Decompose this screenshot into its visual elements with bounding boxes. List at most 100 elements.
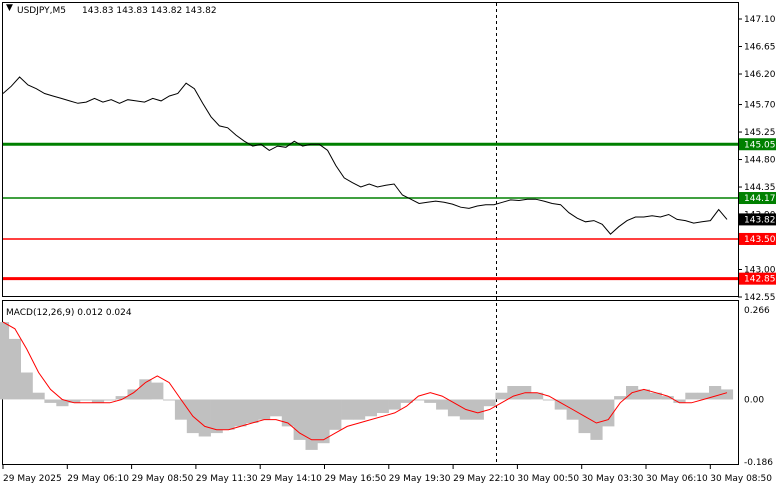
x-tick-label: 30 May 00:50 <box>517 474 579 484</box>
y-tick-label: 145.70 <box>744 101 776 111</box>
macd-label: MACD(12,26,9) 0.012 0.024 <box>6 308 132 318</box>
macd-bar <box>376 399 389 413</box>
macd-signal-line <box>2 321 728 441</box>
y-tick-label: 144.80 <box>744 156 776 166</box>
macd-bar <box>637 389 650 400</box>
y-tick-label: 144.35 <box>744 183 776 193</box>
macd-bar <box>44 399 57 403</box>
macd-bar <box>424 399 437 403</box>
macd-bar <box>174 399 188 420</box>
macd-bar <box>222 399 235 430</box>
macd-bar <box>115 396 128 400</box>
x-tick-label: 29 May 19:30 <box>389 474 451 484</box>
level-tag-144.17-bg <box>739 192 776 205</box>
ohlc-values: 143.83 143.83 143.82 143.82 <box>82 6 217 16</box>
macd-bar <box>234 399 247 427</box>
macd-bar <box>8 338 21 400</box>
macd-bar <box>436 399 449 410</box>
macd-bar <box>103 399 116 401</box>
macd-bar <box>709 386 722 400</box>
symbol-label: USDJPY,M5 <box>17 6 66 16</box>
y-tick-label: 146.20 <box>744 70 776 80</box>
macd-bar <box>471 399 484 420</box>
macd-bar <box>388 399 401 410</box>
macd-bar <box>329 399 342 430</box>
macd-bar <box>531 392 544 400</box>
macd-bar <box>400 399 413 403</box>
price-series-line <box>2 76 728 235</box>
price-panel[interactable] <box>2 2 739 297</box>
macd-tick-label: 0.266 <box>744 306 770 316</box>
level-tag-143.50-bg <box>739 232 776 245</box>
level-tag-143.50: 143.50 <box>744 235 776 245</box>
x-tick-label: 29 May 08:50 <box>132 474 194 484</box>
macd-bar <box>590 399 603 440</box>
macd-bar <box>447 399 461 417</box>
macd-bar <box>269 399 283 417</box>
y-tick-label: 146.65 <box>744 42 776 52</box>
x-tick-label: 30 May 06:10 <box>646 474 708 484</box>
macd-bar <box>507 386 520 400</box>
macd-bar <box>246 399 259 423</box>
macd-bar <box>697 392 710 400</box>
macd-bar <box>139 379 152 400</box>
macd-bar <box>649 392 662 400</box>
macd-bar <box>685 392 698 400</box>
macd-bar <box>305 399 318 450</box>
axis-ticks: 147.10 146.65 146.20 145.70 145.25 144.80 144.… <box>2 15 776 484</box>
x-tick-label: 29 May 22:10 <box>453 474 515 484</box>
macd-bar <box>542 399 556 401</box>
macd-bar <box>0 322 10 400</box>
x-tick-label: 30 May 08:50 <box>710 474 772 484</box>
macd-bar <box>602 399 615 427</box>
macd-bar <box>258 399 271 420</box>
x-tick-label: 29 May 2025 <box>3 474 62 484</box>
macd-bar <box>673 399 686 403</box>
y-tick-label: 143.00 <box>744 266 776 276</box>
y-tick-label: 147.10 <box>744 15 776 25</box>
macd-bar <box>554 399 567 410</box>
macd-bar <box>293 399 306 440</box>
macd-bar <box>151 382 164 400</box>
macd-bar <box>210 399 223 434</box>
y-tick-label: 145.25 <box>744 128 776 138</box>
x-tick-label: 29 May 14:10 <box>260 474 322 484</box>
macd-bar <box>91 399 105 403</box>
x-tick-label: 29 May 11:30 <box>196 474 258 484</box>
level-tag-145.05-bg <box>739 138 776 151</box>
level-tag-142.85-bg <box>739 272 776 285</box>
macd-histogram <box>0 322 734 450</box>
symbol-dropdown-icon[interactable]: ▼ <box>6 3 13 13</box>
series-layer <box>2 76 728 441</box>
x-tick-label: 29 May 06:10 <box>67 474 129 484</box>
macd-bar <box>56 399 69 407</box>
macd-bar <box>198 399 211 437</box>
macd-tick-label: -0.186 <box>744 458 773 468</box>
macd-bar <box>341 399 354 420</box>
x-tick-label: 30 May 03:30 <box>582 474 644 484</box>
macd-bar <box>353 399 366 420</box>
macd-bar <box>661 396 674 400</box>
macd-bar <box>412 399 425 401</box>
macd-bar <box>720 389 734 400</box>
macd-bar <box>163 399 176 401</box>
x-tick-label: 29 May 16:50 <box>325 474 387 484</box>
current-price-tag-bg <box>739 213 776 226</box>
macd-bar <box>127 389 140 400</box>
macd-bar <box>614 396 627 400</box>
macd-bar <box>20 372 33 400</box>
macd-bar <box>483 399 496 407</box>
level-tag-144.17: 144.17 <box>744 194 776 204</box>
price-tags: 145.05 144.17 143.50 142.85 143.82 <box>739 138 776 285</box>
macd-tick-zero: 0.00 <box>744 395 764 405</box>
level-tag-142.85: 142.85 <box>744 275 776 285</box>
macd-bar <box>68 399 81 403</box>
y-tick-label: 142.55 <box>744 293 776 303</box>
macd-bar <box>317 399 330 444</box>
macd-bar <box>364 399 377 417</box>
level-tag-145.05: 145.05 <box>744 140 776 150</box>
horizontal-levels <box>3 142 738 281</box>
current-price-tag: 143.82 <box>744 215 776 225</box>
